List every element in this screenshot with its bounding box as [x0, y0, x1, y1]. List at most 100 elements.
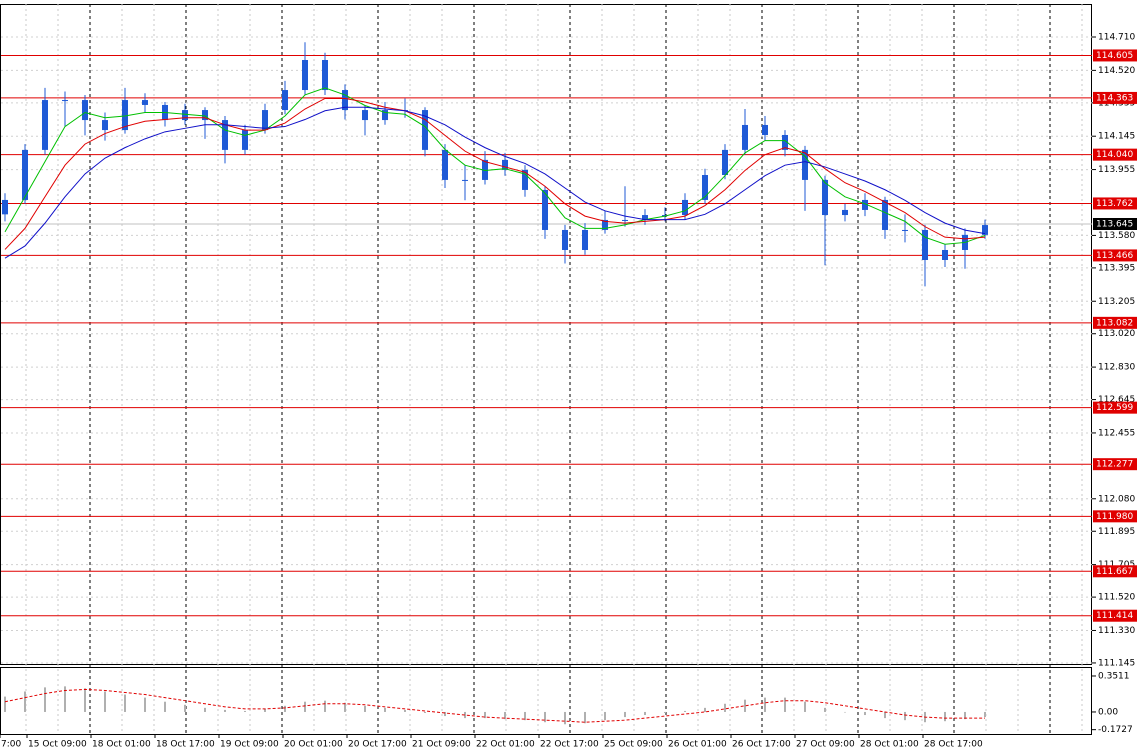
level-label-box	[1093, 91, 1137, 104]
current-price-box	[1093, 218, 1137, 230]
level-label-box	[1093, 316, 1137, 329]
candle-body	[742, 124, 748, 150]
x-tick-label: 21 Oct 09:00	[412, 740, 471, 750]
x-tick-label: 18 Oct 17:00	[156, 740, 215, 750]
osc-bar	[724, 703, 726, 712]
candle-body	[622, 219, 628, 221]
level-label: 112.599	[1096, 403, 1133, 413]
osc-bar	[124, 694, 126, 712]
osc-bar	[4, 696, 6, 712]
candle-body	[642, 215, 648, 220]
candle-body	[322, 60, 328, 91]
candle-body	[982, 225, 988, 235]
osc-bar	[484, 711, 486, 719]
x-tick-label: 15 Oct 09:00	[28, 740, 87, 750]
y-tick-label: 112.080	[1098, 494, 1135, 504]
vertical-grid	[25, 4, 1083, 734]
osc-bar	[504, 711, 506, 720]
level-label: 114.040	[1096, 150, 1133, 160]
osc-bar	[184, 704, 186, 712]
candle-body	[902, 229, 908, 231]
y-tick-label: 112.830	[1098, 363, 1135, 373]
x-tick-label: 28 Oct 01:00	[860, 740, 919, 750]
candle-body	[682, 199, 688, 216]
osc-bar	[584, 711, 586, 724]
osc-bar	[524, 711, 526, 721]
osc-bar	[464, 711, 466, 719]
osc-bar	[284, 705, 286, 712]
osc-bar	[344, 702, 346, 712]
y-tick-label: 114.145	[1098, 132, 1135, 142]
osc-y-tick-label: -0.1727	[1098, 725, 1133, 735]
osc-bar	[604, 711, 606, 721]
candle-body	[502, 159, 508, 170]
level-label: 113.762	[1096, 199, 1133, 209]
x-tick-label: 7:00	[1, 740, 21, 750]
osc-bar	[944, 711, 946, 722]
x-tick-label: 20 Oct 17:00	[348, 740, 407, 750]
osc-bar	[444, 711, 446, 717]
osc-signal-line	[4, 688, 985, 723]
moving-average-line	[4, 87, 986, 245]
candle-body	[422, 110, 428, 150]
osc-bar	[624, 711, 626, 718]
candle-body	[22, 149, 28, 200]
indicator-frame	[0, 667, 1092, 735]
osc-bar	[304, 701, 306, 712]
candle-body	[922, 229, 928, 260]
osc-bar	[164, 701, 166, 712]
candle-body	[842, 209, 848, 216]
level-label-box	[1093, 249, 1137, 262]
candle-body	[282, 90, 288, 111]
x-tick-label: 22 Oct 17:00	[540, 740, 599, 750]
candle-body	[122, 100, 128, 131]
y-tick-label: 113.580	[1098, 231, 1135, 241]
level-label: 111.980	[1096, 512, 1133, 522]
candle-body	[82, 100, 88, 121]
y-tick-label: 111.520	[1098, 593, 1135, 603]
candle-body	[222, 120, 228, 150]
candle-body	[442, 149, 448, 180]
osc-bar	[424, 711, 426, 713]
x-tick-label: 22 Oct 01:00	[476, 740, 535, 750]
osc-bar	[844, 711, 846, 713]
osc-bar	[44, 687, 46, 712]
candle-body	[522, 169, 528, 190]
level-label: 114.605	[1096, 51, 1133, 61]
candle-body	[482, 159, 488, 180]
candle-body	[102, 120, 108, 131]
osc-bar	[144, 697, 146, 712]
candle-body	[582, 229, 588, 250]
osc-bar	[224, 709, 226, 712]
osc-bar	[204, 707, 206, 712]
y-tick-label: 114.520	[1098, 66, 1135, 76]
osc-bar	[364, 705, 366, 712]
candle-body	[2, 199, 8, 215]
osc-bar	[704, 707, 706, 712]
y-tick-label: 111.705	[1098, 560, 1135, 570]
level-label-box	[1093, 609, 1137, 622]
candle-body	[42, 100, 48, 150]
x-tick-label: 26 Oct 17:00	[732, 740, 791, 750]
level-label-box	[1093, 401, 1137, 414]
osc-bar	[664, 711, 666, 713]
candle-body	[802, 149, 808, 180]
osc-bar	[684, 710, 686, 712]
candle-body	[782, 134, 788, 150]
level-label-box	[1093, 565, 1137, 578]
y-tick-label: 113.205	[1098, 297, 1135, 307]
osc-bar	[564, 711, 566, 725]
level-label: 113.082	[1096, 318, 1133, 328]
candle-body	[302, 60, 308, 91]
current-price-label: 113.645	[1096, 220, 1133, 230]
level-label: 111.667	[1096, 567, 1133, 577]
candle-body	[382, 110, 388, 121]
level-label-box	[1093, 148, 1137, 161]
y-tick-label: 111.145	[1098, 658, 1135, 668]
osc-bar	[984, 711, 986, 718]
candle-body	[142, 100, 148, 105]
osc-bar	[324, 700, 326, 712]
y-tick-label: 112.455	[1098, 428, 1135, 438]
x-tick-label: 27 Oct 09:00	[796, 740, 855, 750]
